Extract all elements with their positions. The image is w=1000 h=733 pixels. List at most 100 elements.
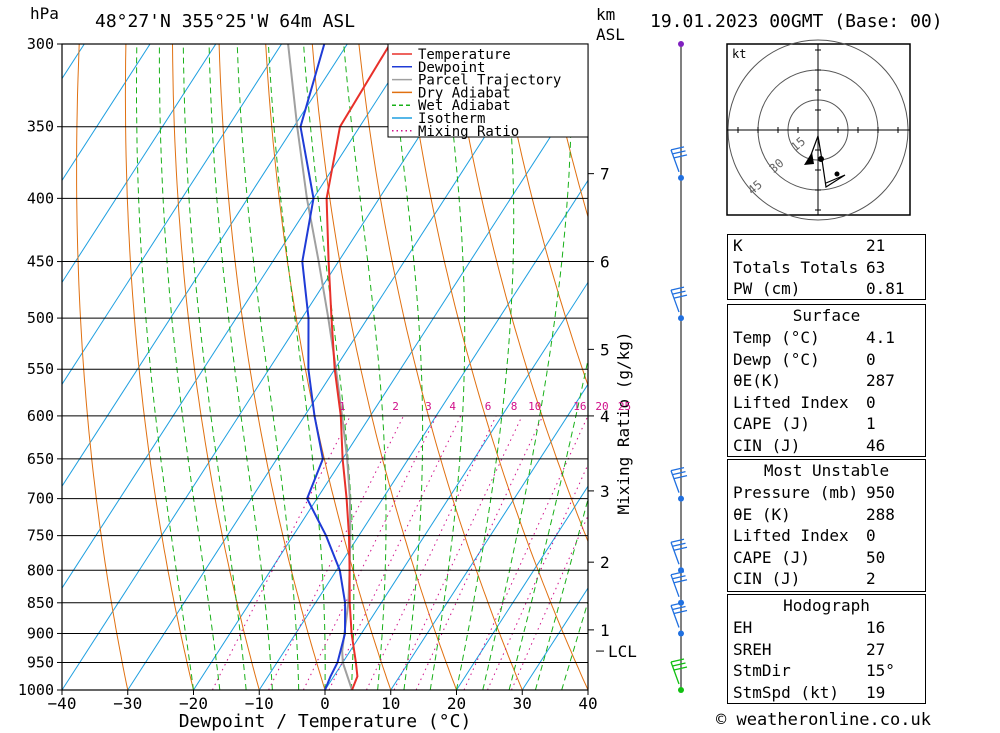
index-row: SREH 27 xyxy=(733,639,886,659)
km-tick-label: 2 xyxy=(600,553,610,572)
wind-barb-flag xyxy=(673,474,688,480)
isotherm-line xyxy=(324,281,588,690)
wind-barb-flag xyxy=(670,571,685,576)
wind-barb-flag xyxy=(670,146,685,151)
wind-barb-flag xyxy=(672,542,686,547)
isotherm-line xyxy=(0,44,19,690)
y-tick-label: 350 xyxy=(27,118,54,136)
wet-adiabat-line xyxy=(158,44,221,690)
hodograph-unit-label: kt xyxy=(732,47,746,61)
x-tick-label: −40 xyxy=(48,694,77,713)
asl-label: ASL xyxy=(596,25,625,44)
mixing-ratio-line xyxy=(463,415,588,690)
x-tick-label: 30 xyxy=(513,694,532,713)
wind-barb-flag xyxy=(672,150,686,155)
wind-barb-staff xyxy=(670,574,680,598)
y-tick-label: 650 xyxy=(27,450,54,468)
temperature-line xyxy=(325,44,391,690)
wind-barb-flag xyxy=(673,154,688,159)
index-row: Temp (°C) 4.1 xyxy=(733,328,895,347)
dry-adiabat-line xyxy=(405,44,588,690)
hpa-label: hPa xyxy=(30,4,59,23)
wind-barb-flag xyxy=(672,470,686,476)
legend-label: Temperature xyxy=(418,47,511,63)
km-label: km xyxy=(596,5,615,24)
index-row: Lifted Index 0 xyxy=(733,392,876,412)
hodograph-point xyxy=(834,171,840,177)
indices-top-box: K 21 Totals Totals 63 PW (cm) 0.81 xyxy=(727,234,926,300)
wind-barb-staff xyxy=(670,289,680,313)
index-row: θE(K) 287 xyxy=(733,371,895,390)
index-row: CIN (J) 46 xyxy=(733,435,886,455)
wind-barb-staff xyxy=(670,470,680,493)
index-row: Dewp (°C) 0 xyxy=(733,349,876,369)
wet-adiabat-line xyxy=(482,44,572,690)
y-tick-label: 1000 xyxy=(18,681,54,699)
isotherm-line xyxy=(456,485,588,690)
most-unstable-box: Most Unstable Pressure (mb) 950 θE (K) 288… xyxy=(727,459,926,592)
wind-barb-flag xyxy=(672,662,686,667)
index-row: CAPE (J) 50 xyxy=(733,547,886,567)
y-tick-label: 950 xyxy=(27,653,54,671)
isotherm-line xyxy=(62,44,282,386)
wind-barb xyxy=(670,658,688,685)
index-row: Pressure (mb) 950 xyxy=(733,483,895,502)
wind-barb-flag xyxy=(670,538,685,543)
y-tick-label: 750 xyxy=(27,527,54,545)
hodograph-storm-motion xyxy=(818,156,824,162)
km-tick-label: 7 xyxy=(600,165,610,184)
isotherm-line xyxy=(62,44,151,182)
wind-level-dot xyxy=(678,174,684,181)
wind-barb-flag xyxy=(673,609,688,615)
mixing-ratio-label: 2 xyxy=(392,400,399,413)
lcl-label: LCL xyxy=(608,642,637,661)
hodograph-title: Hodograph xyxy=(783,596,870,615)
mixing-ratio-label: 25 xyxy=(618,400,631,413)
wind-level-dot xyxy=(678,495,684,502)
y-tick-label: 900 xyxy=(27,624,54,642)
y-tick-label: 800 xyxy=(27,561,54,579)
wind-barb-staff xyxy=(670,661,680,685)
legend-label: Isotherm xyxy=(418,111,485,127)
wet-adiabat-line xyxy=(456,44,515,690)
wind-barb xyxy=(670,286,688,313)
index-row: StmDir 15° xyxy=(733,661,895,680)
index-row: PW (cm) 0.81 xyxy=(733,279,905,298)
y-tick-label: 500 xyxy=(27,309,54,327)
datetime-title: 19.01.2023 00GMT (Base: 00) xyxy=(650,11,943,32)
km-tick-label: 1 xyxy=(600,621,610,640)
surface-box: Surface Temp (°C) 4.1 Dewp (°C) 0 θE(K) 287… xyxy=(727,304,926,457)
legend-label: Dewpoint xyxy=(418,60,485,76)
wind-barb xyxy=(670,538,688,565)
hodograph-arrow xyxy=(804,152,814,165)
mixing-ratio-label: 8 xyxy=(511,400,518,413)
km-tick-label: 5 xyxy=(600,340,610,359)
mixing-ratio-label: 20 xyxy=(595,400,608,413)
dry-adiabat-line xyxy=(965,44,1000,690)
wind-barb xyxy=(670,571,688,598)
wind-barb-staff xyxy=(670,542,680,565)
km-tick-label: 3 xyxy=(600,482,610,501)
plot-frame xyxy=(61,43,589,691)
mixing-ratio-label: 4 xyxy=(449,400,456,413)
legend-label: Wet Adiabat xyxy=(418,98,511,114)
mixing-ratio-label: 6 xyxy=(485,400,492,413)
y-tick-label: 400 xyxy=(27,189,54,207)
y-tick-label: 450 xyxy=(27,253,54,271)
wind-barb-flag xyxy=(673,579,688,584)
copyright-text[interactable]: © weatheronline.co.uk xyxy=(716,710,931,730)
index-row: StmSpd (kt) 19 xyxy=(733,682,886,702)
wind-barb-flag xyxy=(673,546,688,551)
mixing-ratio-label: 3 xyxy=(425,400,432,413)
wet-adiabat-line xyxy=(561,599,588,690)
km-tick-label: 4 xyxy=(600,407,610,426)
y-tick-label: 550 xyxy=(27,360,54,378)
mixing-ratio-line xyxy=(366,415,497,690)
y-tick-label: 700 xyxy=(27,490,54,508)
x-tick-label: 20 xyxy=(447,694,466,713)
index-row: Totals Totals 63 xyxy=(733,257,886,277)
y-tick-label: 300 xyxy=(27,35,54,53)
wet-adiabat-line xyxy=(136,44,194,690)
